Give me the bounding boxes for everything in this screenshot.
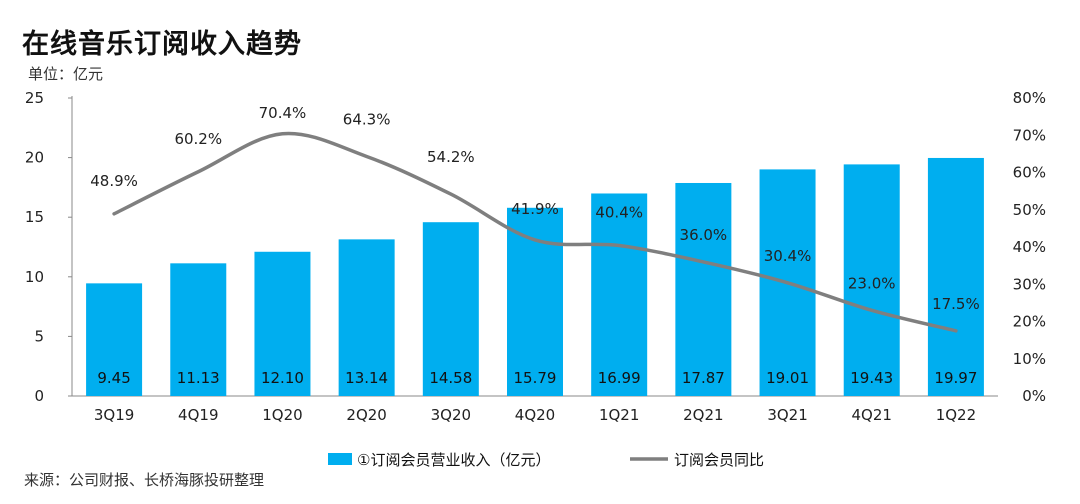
- line-value-label: 48.9%: [90, 172, 138, 190]
- bar-value-label: 15.79: [514, 369, 557, 387]
- x-tick-label: 3Q21: [767, 406, 807, 424]
- bar: [422, 222, 479, 396]
- y-right-tick-label: 0%: [1022, 387, 1046, 405]
- bar-value-label: 12.10: [261, 369, 304, 387]
- y-right-tick-label: 40%: [1013, 238, 1046, 256]
- source-note: 来源：公司财报、长桥海豚投研整理: [24, 471, 265, 489]
- bar: [843, 164, 900, 396]
- line-value-label: 36.0%: [680, 226, 728, 244]
- y-left-tick-label: 15: [25, 208, 44, 226]
- bar-value-label: 19.43: [850, 369, 893, 387]
- legend-line-label: 订阅会员同比: [674, 451, 764, 469]
- bar: [254, 251, 311, 396]
- line-value-label: 23.0%: [848, 274, 896, 292]
- line-value-label: 17.5%: [932, 295, 980, 313]
- bar-value-label: 14.58: [429, 369, 472, 387]
- bar-value-label: 11.13: [177, 369, 220, 387]
- line-value-label: 40.4%: [595, 204, 643, 222]
- bar-value-label: 13.14: [345, 369, 388, 387]
- bar: [591, 193, 648, 396]
- x-tick-label: 1Q21: [599, 406, 639, 424]
- legend-bar-label: ①订阅会员营业收入（亿元）: [357, 451, 550, 469]
- bar: [170, 263, 227, 396]
- line-value-label: 54.2%: [427, 148, 475, 166]
- y-right-tick-label: 60%: [1013, 164, 1046, 182]
- y-right-tick-label: 10%: [1013, 350, 1046, 368]
- y-right-tick-label: 50%: [1013, 201, 1046, 219]
- y-left-tick-label: 10: [25, 268, 44, 286]
- bar: [675, 182, 732, 396]
- unit-label: 单位：亿元: [28, 65, 104, 83]
- line-value-label: 30.4%: [764, 247, 812, 265]
- y-right-tick-label: 30%: [1013, 275, 1046, 293]
- line-value-label: 64.3%: [343, 110, 391, 128]
- x-tick-label: 2Q20: [346, 406, 386, 424]
- bar-value-label: 9.45: [97, 369, 130, 387]
- bar: [338, 239, 395, 396]
- yoy-line: [112, 131, 958, 333]
- bar-value-label: 19.01: [766, 369, 809, 387]
- x-tick-label: 2Q21: [683, 406, 723, 424]
- line-value-label: 70.4%: [259, 104, 307, 122]
- bar-value-label: 17.87: [682, 369, 725, 387]
- bar-value-label: 16.99: [598, 369, 641, 387]
- chart-title: 在线音乐订阅收入趋势: [22, 29, 302, 60]
- y-left-tick-label: 25: [25, 89, 44, 107]
- bar: [507, 207, 563, 396]
- y-left-tick-label: 20: [25, 149, 44, 167]
- y-right-tick-label: 20%: [1013, 313, 1046, 331]
- x-tick-label: 4Q19: [178, 406, 218, 424]
- y-right-tick-label: 80%: [1013, 89, 1046, 107]
- bar-value-label: 19.97: [934, 369, 977, 387]
- x-tick-label: 4Q21: [852, 406, 892, 424]
- line-value-label: 41.9%: [511, 200, 559, 218]
- y-right-tick-label: 70%: [1013, 126, 1046, 144]
- legend-bar-swatch: [328, 453, 352, 465]
- line-value-label: 60.2%: [174, 130, 222, 148]
- x-tick-label: 1Q22: [936, 406, 976, 424]
- bar: [927, 157, 984, 396]
- x-tick-label: 3Q19: [94, 406, 134, 424]
- x-tick-label: 1Q20: [262, 406, 302, 424]
- bar: [86, 283, 143, 396]
- x-tick-label: 4Q20: [515, 406, 555, 424]
- x-tick-label: 3Q20: [431, 406, 471, 424]
- y-left-tick-label: 5: [34, 327, 44, 345]
- y-left-tick-label: 0: [34, 387, 44, 405]
